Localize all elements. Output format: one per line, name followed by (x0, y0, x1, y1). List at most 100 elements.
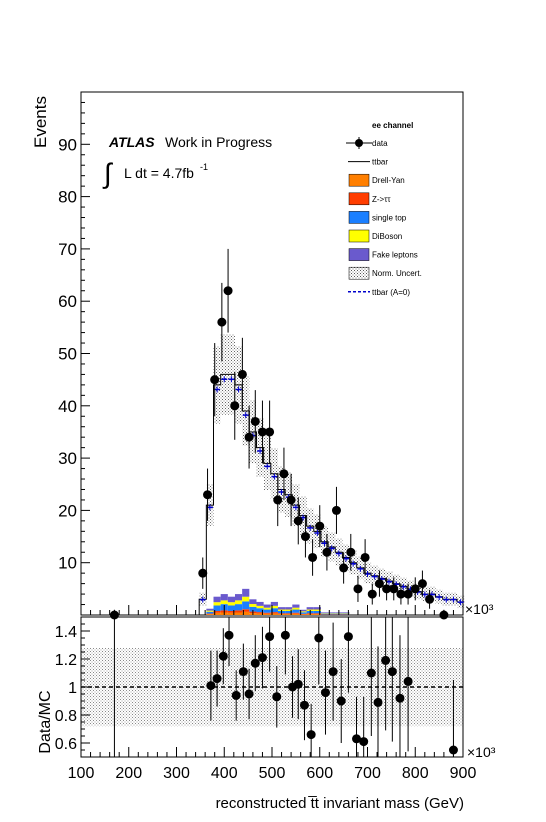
main-y-axis-label: Events (31, 96, 50, 148)
background-stack-bin (285, 614, 293, 615)
ratio-point (299, 700, 309, 710)
background-stack-bin (227, 610, 235, 613)
luminosity-label: L dt = 4.7fb (124, 165, 194, 181)
ratio-uncertainty-band (126, 647, 131, 727)
background-stack-bin (299, 612, 307, 614)
x-tick-label: 600 (306, 765, 333, 782)
background-stack-bin (242, 601, 250, 610)
ratio-uncertainty-band (92, 647, 97, 727)
ratio-uncertainty-band (455, 647, 460, 727)
ratio-uncertainty-band (447, 647, 452, 727)
background-stack-bin (292, 604, 300, 608)
background-stack-bin (256, 612, 264, 614)
ratio-uncertainty-band (161, 647, 166, 727)
x-tick-label: 200 (115, 765, 142, 782)
ratio-y-axis-label: Data/MC (37, 690, 54, 753)
ratio-point (238, 667, 248, 677)
data-point (217, 317, 227, 327)
background-stack-bin (270, 613, 278, 615)
data-point (353, 584, 363, 594)
data-point (250, 416, 260, 426)
background-stack-bin (227, 612, 235, 615)
background-stack-bin (292, 609, 300, 613)
data-point (382, 584, 392, 594)
ratio-uncertainty-band (420, 647, 425, 727)
background-stack-bin (263, 604, 271, 608)
data-point (279, 469, 289, 479)
ratio-uncertainty-band (321, 647, 326, 727)
x-tick-label: 800 (402, 765, 429, 782)
background-stack-bin (234, 612, 243, 615)
background-stack-bin (313, 614, 321, 615)
ratio-point (224, 630, 234, 640)
legend-label: ttbar (372, 158, 388, 167)
ratio-uncertainty-band (218, 647, 223, 727)
ratio-y-tick-label: 1.4 (55, 624, 77, 641)
ratio-uncertainty-band (413, 647, 418, 727)
y-tick-label: 30 (58, 449, 77, 468)
work-in-progress-label: Work in Progress (165, 134, 272, 150)
background-stack-bin (242, 596, 250, 602)
main-x-multiplier: ×10³ (465, 601, 494, 617)
data-point (389, 584, 399, 594)
ratio-point (212, 674, 222, 684)
background-stack-bin (206, 610, 214, 612)
x-tick-label: 300 (163, 765, 190, 782)
background-stack-bin (299, 614, 307, 615)
ratio-point (280, 630, 290, 640)
x-tick-label: 100 (68, 765, 95, 782)
data-point (403, 589, 413, 599)
background-stack-bin (285, 613, 293, 615)
legend-label: data (372, 139, 388, 148)
ratio-point (387, 667, 397, 677)
background-stack-bin (227, 605, 235, 611)
ratio-y-tick-label: 0.8 (55, 708, 77, 725)
ratio-point (206, 681, 216, 691)
background-stack-bin (313, 607, 321, 610)
background-stack-bin (328, 612, 336, 614)
integral-symbol: ∫ (102, 158, 114, 189)
ratio-point (395, 693, 405, 703)
ratio-point (373, 697, 383, 707)
data-point (331, 505, 341, 515)
background-stack-bin (242, 609, 250, 612)
background-stack-bin (270, 601, 278, 606)
background-stack-bin (342, 613, 350, 615)
legend-label: DiBoson (372, 232, 402, 241)
data-point (374, 579, 384, 589)
background-stack-bin (292, 612, 300, 614)
background-stack-bin (234, 610, 243, 613)
ratio-plot-area (81, 617, 463, 757)
ratio-point (352, 734, 362, 744)
x-tick-label: 700 (354, 765, 381, 782)
background-stack-bin (249, 606, 257, 612)
ratio-uncertainty-band (336, 647, 341, 727)
legend-hatch-swatch (348, 266, 370, 280)
ratio-point (272, 692, 282, 702)
ratio-point (244, 689, 254, 699)
ratio-uncertainty-band (371, 647, 376, 727)
background-stack-bin (213, 596, 221, 603)
legend-swatch (348, 211, 370, 224)
data-point (396, 589, 406, 599)
ratio-uncertainty-band (153, 647, 158, 727)
background-stack-bin (206, 613, 214, 615)
atlas-label: ATLAS (108, 134, 155, 150)
ratio-uncertainty-band (237, 647, 242, 727)
ratio-point (250, 658, 260, 668)
background-stack-bin (242, 611, 250, 615)
background-stack-bin (313, 613, 321, 615)
background-stack-bin (270, 612, 278, 614)
y-tick-label: 50 (58, 345, 77, 364)
ratio-uncertainty-band (168, 647, 173, 727)
y-tick-label: 20 (58, 501, 77, 520)
data-point (300, 532, 310, 542)
data-point (308, 552, 318, 562)
background-stack-bin (285, 607, 293, 610)
y-tick-label: 70 (58, 240, 77, 259)
ratio-point (343, 632, 353, 642)
data-point (417, 579, 427, 589)
data-point (257, 427, 267, 437)
ratio-uncertainty-band (279, 647, 284, 727)
